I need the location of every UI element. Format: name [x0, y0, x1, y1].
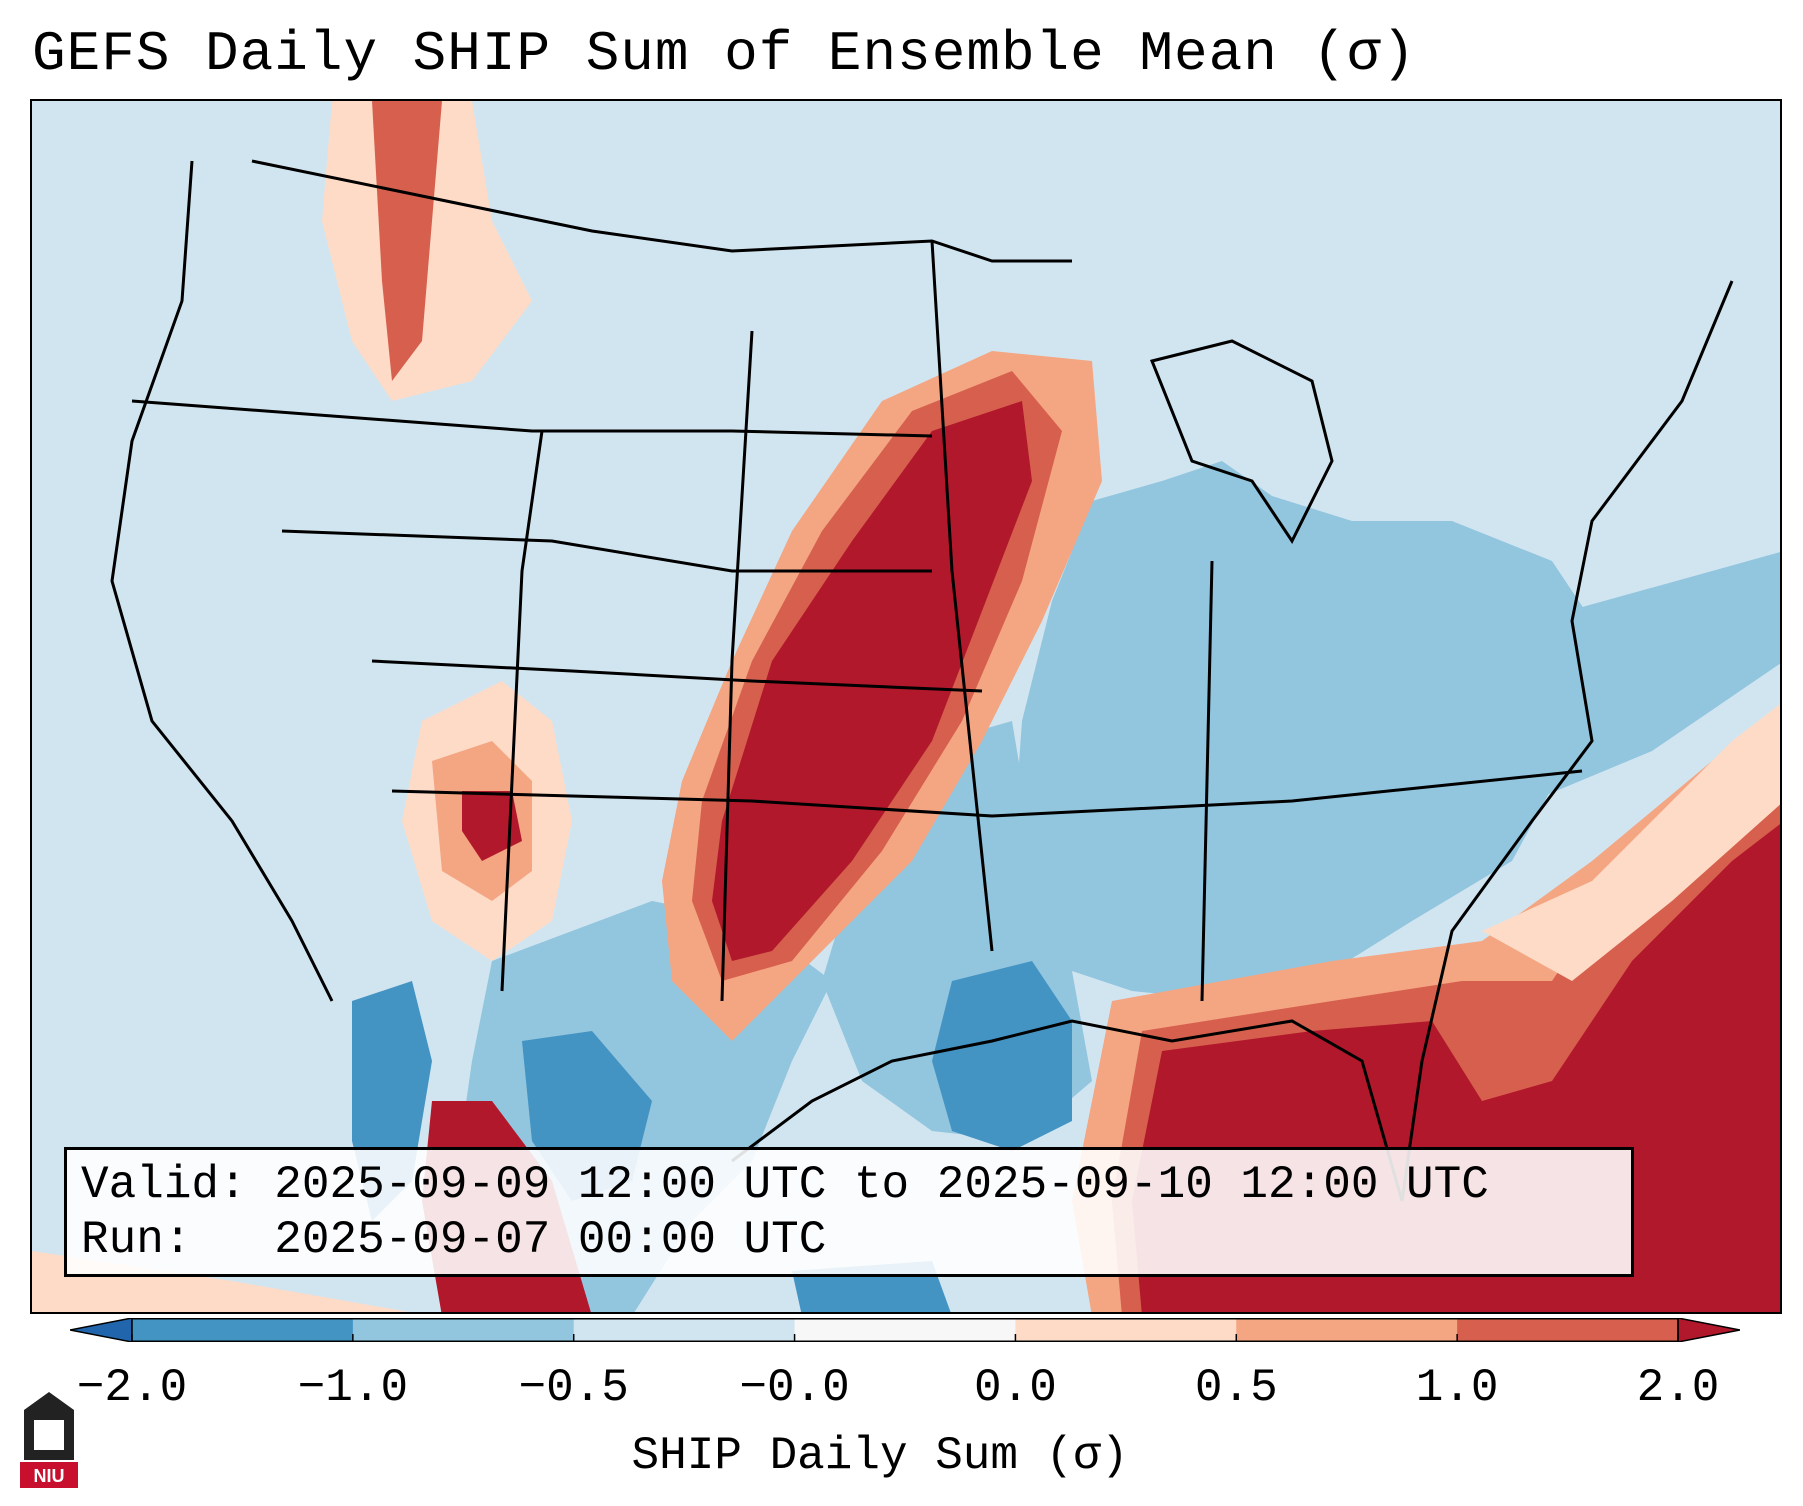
colorbar-outline: [131, 1318, 1679, 1342]
pacific-coast: [110, 160, 334, 1002]
colorbar-tick-label: 0.0: [974, 1362, 1057, 1414]
anomaly-map: [32, 101, 1780, 1312]
gulf-coast: [731, 1019, 1404, 1202]
colorbar-extend-high: [1677, 1318, 1740, 1342]
colorbar: [70, 1318, 1740, 1342]
state-grid-v2: [720, 330, 754, 1002]
logo-roof: [24, 1392, 74, 1410]
plains-core: [712, 401, 1032, 961]
state-grid-h3: [371, 659, 983, 693]
run-label: Run:: [81, 1214, 192, 1266]
chart-title: GEFS Daily SHIP Sum of Ensemble Mean (σ): [32, 22, 1417, 86]
colorbar-tick-label: −0.0: [739, 1362, 850, 1414]
lower-mississippi-strong: [932, 961, 1072, 1151]
colorbar-bin: [1015, 1318, 1237, 1342]
state-grid-v1: [500, 430, 544, 992]
great-lakes: [1149, 339, 1334, 544]
colorbar-bin: [1457, 1318, 1679, 1342]
logo-text: NIU: [34, 1466, 65, 1486]
negative-anomaly-fields: [352, 461, 1780, 1312]
run-value: 2025-09-07 00:00 UTC: [274, 1214, 827, 1266]
valid-label: Valid:: [81, 1159, 247, 1211]
colorbar-bin: [573, 1318, 796, 1342]
colorbar-tick-label: −2.0: [76, 1362, 188, 1414]
colorbar-label: SHIP Daily Sum (σ): [631, 1430, 1129, 1482]
colorbar-bin: [1236, 1318, 1458, 1342]
boundaries: [110, 159, 1734, 1202]
atlantic-blue: [1532, 552, 1780, 801]
logo-window: [34, 1420, 64, 1450]
colorbar-tick-label: −1.0: [297, 1362, 409, 1414]
state-grid-v4: [1200, 560, 1214, 1002]
four-corners-core: [462, 791, 522, 861]
colorbar-bin: [132, 1318, 354, 1342]
colorbar-tick-label: 0.5: [1194, 1362, 1278, 1414]
colorbar-bin: [794, 1318, 1016, 1342]
colorbar-tick-label: −0.5: [518, 1362, 629, 1414]
logo-banner: [20, 1462, 78, 1488]
colorbar-extend-low: [70, 1318, 133, 1342]
us-canada-border: [251, 159, 1072, 263]
valid-value: 2025-09-09 12:00 UTC to 2025-09-10 12:00…: [274, 1159, 1489, 1211]
atlantic-band: [1482, 704, 1780, 981]
map-panel[interactable]: [30, 99, 1782, 1314]
state-grid-v3: [930, 240, 994, 952]
colorbar-bin: [352, 1318, 575, 1342]
colorbar-tick-label: 2.0: [1636, 1362, 1720, 1414]
niu-logo: NIU: [20, 1392, 78, 1488]
state-grid-h1: [131, 399, 933, 438]
northwest-core: [372, 101, 442, 381]
east-us-field: [1012, 461, 1592, 1001]
colorbar-tick-label: 1.0: [1415, 1362, 1499, 1414]
atlantic-coast: [1400, 280, 1734, 1202]
state-grid-h2: [281, 529, 932, 573]
valid-run-info-box: Valid: 2025-09-09 12:00 UTC to 2025-09-1…: [64, 1147, 1634, 1277]
state-grid-h4: [391, 769, 1583, 818]
